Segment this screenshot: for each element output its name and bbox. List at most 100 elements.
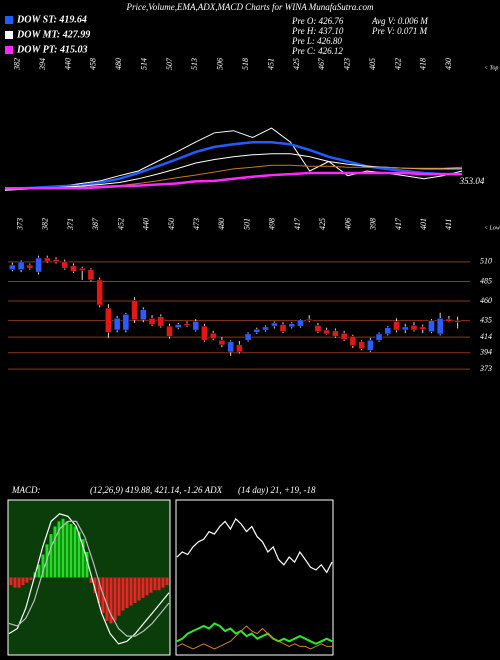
top-label: 394 xyxy=(38,58,47,71)
candle-body xyxy=(340,332,348,340)
top-label: 371 xyxy=(66,218,75,231)
histogram-bar xyxy=(17,577,21,588)
candle-body xyxy=(428,320,435,332)
candle-body xyxy=(297,319,304,327)
candle-body xyxy=(454,320,461,323)
top-label: 382 xyxy=(13,58,22,71)
candle-body xyxy=(148,318,156,325)
macd-title: (12,26,9) 419.88, 421.14, -1.26 ADX xyxy=(90,485,223,495)
candle-body xyxy=(78,267,86,271)
y-tick-label: 414 xyxy=(480,332,492,341)
candle-body xyxy=(192,321,200,331)
top-label: 440 xyxy=(142,218,151,230)
top-label: 401 xyxy=(419,218,428,230)
y-tick-label: 485 xyxy=(480,276,492,285)
histogram-bar xyxy=(161,577,165,588)
y-tick-label: 460 xyxy=(480,296,492,305)
legend-swatch xyxy=(5,31,13,39)
top-label: 411 xyxy=(444,219,453,230)
top-label: 450 xyxy=(167,218,176,230)
top-label: 422 xyxy=(393,58,402,70)
candle-body xyxy=(262,326,269,331)
candle-body xyxy=(201,325,208,341)
candle-body xyxy=(43,257,51,262)
top-label: 458 xyxy=(89,58,98,70)
info: Avg V: 0.006 M xyxy=(371,16,428,26)
top-label: 514 xyxy=(139,58,148,70)
top-label: 406 xyxy=(343,218,352,230)
candle-body xyxy=(174,324,182,328)
histogram-bar xyxy=(69,523,73,578)
line-series xyxy=(176,622,333,645)
histogram-bar xyxy=(57,521,61,578)
candle-body xyxy=(253,328,261,333)
candle-body xyxy=(279,324,287,332)
histogram-bar xyxy=(125,577,129,609)
histogram-bar xyxy=(141,577,145,598)
histogram-bar xyxy=(81,539,85,578)
adx-title: (14 day) 21, +19, -18 xyxy=(238,485,316,495)
candle-body xyxy=(52,259,60,263)
histogram-bar xyxy=(105,577,109,621)
candle-body xyxy=(314,325,322,332)
line-series xyxy=(5,171,462,190)
histogram-bar xyxy=(89,577,93,583)
candle-body xyxy=(96,279,103,306)
histogram-bar xyxy=(77,531,81,578)
top-label: 405 xyxy=(368,58,377,70)
top-label: 498 xyxy=(268,218,277,230)
histogram-bar xyxy=(25,577,29,583)
candle-body xyxy=(393,321,400,331)
legend-entry: DOW MT: 427.99 xyxy=(16,29,90,40)
line-series xyxy=(176,517,333,574)
histogram-bar xyxy=(121,577,125,611)
top-label: 425 xyxy=(292,58,301,70)
chart-title: Price,Volume,EMA,ADX,MACD Charts for WIN… xyxy=(125,2,374,12)
candle-body xyxy=(87,269,95,281)
candle-body xyxy=(157,316,165,327)
candle-body xyxy=(410,325,418,331)
legend-swatch xyxy=(5,16,13,24)
candle-body xyxy=(9,264,16,270)
info: Pre H: 437.10 xyxy=(291,26,344,36)
top-label: 506 xyxy=(216,58,225,70)
candle-body xyxy=(367,339,374,351)
candle-body xyxy=(288,323,296,328)
candle-body xyxy=(270,322,278,327)
candle-body xyxy=(140,309,147,321)
candle-body xyxy=(401,326,409,331)
top-label: 501 xyxy=(242,218,251,230)
candle-body xyxy=(419,326,427,330)
candle-body xyxy=(436,318,444,335)
histogram-bar xyxy=(133,577,137,603)
histogram-bar xyxy=(21,577,25,586)
histogram-bar xyxy=(153,577,157,591)
candle-body xyxy=(61,261,69,269)
top-label: 387 xyxy=(91,217,100,231)
top-label: 417 xyxy=(293,217,302,230)
top-label: 467 xyxy=(317,57,326,70)
candle-body xyxy=(323,329,330,335)
y-tick-label: 510 xyxy=(480,257,492,266)
macd-label: MACD: xyxy=(11,485,41,495)
candle-body xyxy=(244,333,252,341)
side-label: < Top xyxy=(484,65,498,71)
candle-body xyxy=(375,333,383,341)
candle-body xyxy=(113,318,121,331)
histogram-bar xyxy=(93,577,97,593)
legend-swatch xyxy=(5,46,13,54)
candle-body xyxy=(70,265,77,272)
top-label: 518 xyxy=(241,58,250,70)
candle-body xyxy=(445,318,453,322)
top-label: 398 xyxy=(369,218,378,231)
info: Pre V: 0.071 M xyxy=(371,26,428,36)
histogram-bar xyxy=(37,564,41,578)
line-series xyxy=(8,520,170,637)
top-label: 418 xyxy=(419,58,428,70)
candle-body xyxy=(384,327,392,335)
info: Pre O: 426.76 xyxy=(291,16,344,26)
top-label: 440 xyxy=(63,58,72,70)
candle-body xyxy=(35,257,42,273)
